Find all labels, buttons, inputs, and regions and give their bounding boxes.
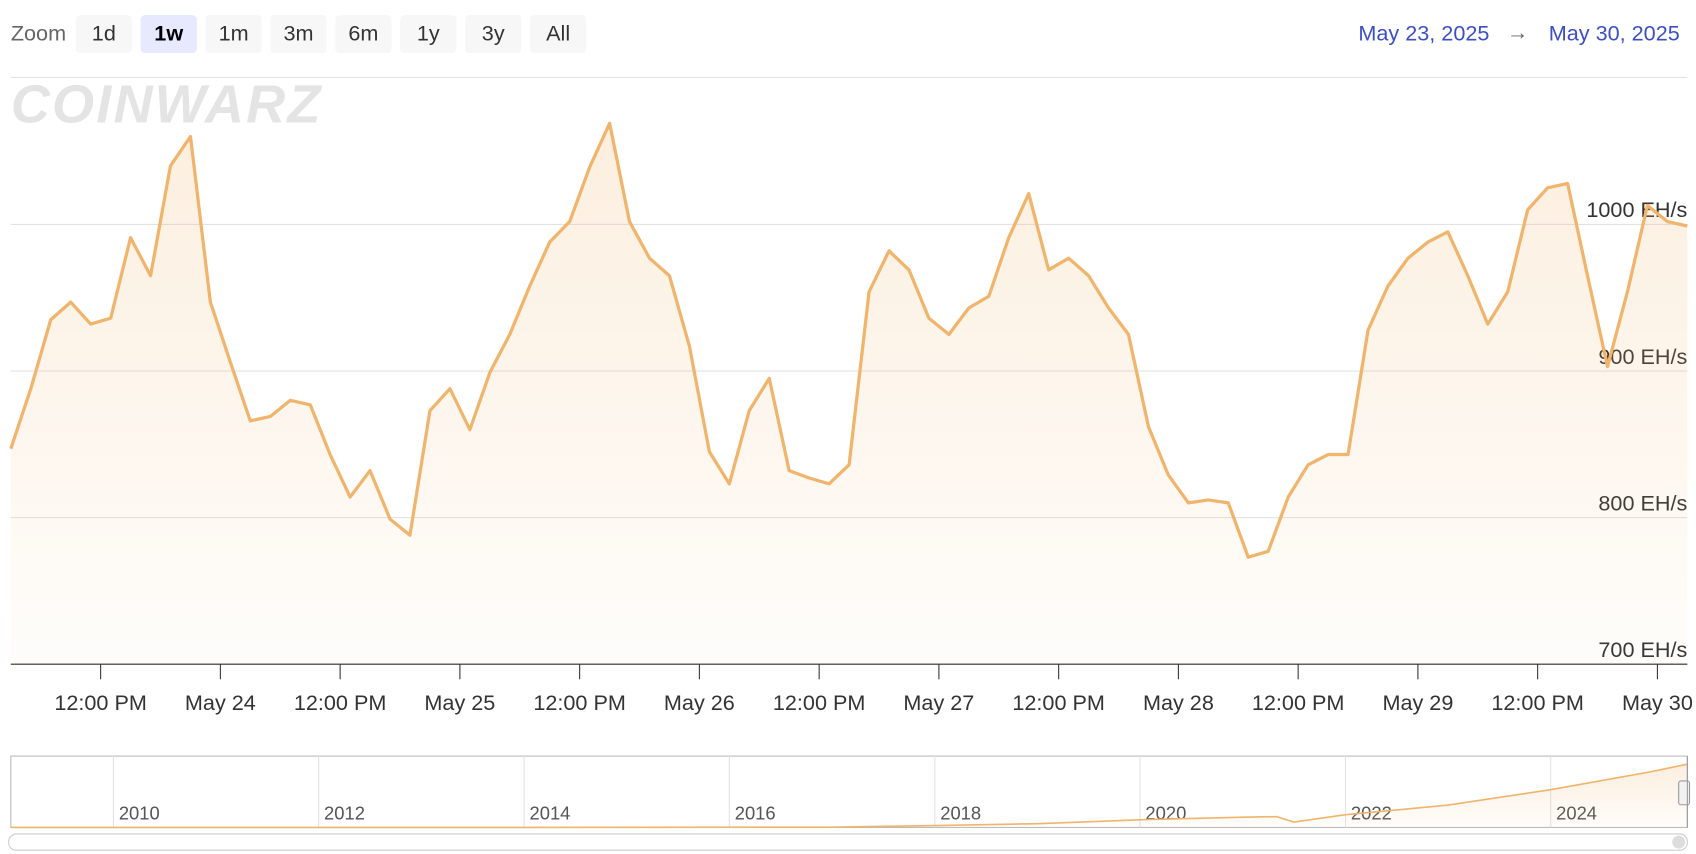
line: [10, 763, 1688, 829]
zoom-button[interactable]: [140, 15, 197, 54]
zoom-button-label[interactable]: 1w: [154, 20, 183, 45]
x-tick-label: May 26: [664, 690, 735, 715]
zoom-button[interactable]: [465, 15, 522, 54]
zoom-button[interactable]: [400, 15, 457, 54]
range-to[interactable]: May 30, 2025: [1549, 20, 1680, 45]
zoom-button[interactable]: [75, 15, 132, 54]
x-tick-label: 12:00 PM: [1012, 690, 1105, 715]
scrollbar[interactable]: [8, 833, 1688, 851]
range-arrow: →: [1507, 19, 1529, 44]
x-tick-label: 12:00 PM: [294, 690, 387, 715]
y-tick-label: 1000 EH/s: [1586, 197, 1687, 222]
zoom-button-label[interactable]: 3y: [482, 20, 505, 45]
zoom-button-label[interactable]: 6m: [348, 20, 378, 45]
x-tick-label: 2010: [119, 802, 160, 823]
x-tick-label: May 30: [1622, 690, 1693, 715]
zoom-label: Zoom: [11, 20, 66, 45]
scrollbar-thumb[interactable]: [1672, 835, 1686, 849]
x-tick-label: 2018: [940, 802, 981, 823]
zoom-button-label[interactable]: 1y: [417, 20, 440, 45]
watermark: CoinWarz: [11, 74, 323, 134]
zoom-button-label[interactable]: 3m: [284, 20, 314, 45]
x-tick-label: 12:00 PM: [1491, 690, 1584, 715]
x-tick-label: 12:00 PM: [773, 690, 866, 715]
x-tick-label: May 25: [424, 690, 495, 715]
x-tick-label: May 24: [185, 690, 256, 715]
x-tick-label: May 28: [1143, 690, 1214, 715]
zoom-button[interactable]: [530, 15, 587, 54]
zoom-button-label[interactable]: All: [546, 20, 570, 45]
x-tick-label: 12:00 PM: [54, 690, 147, 715]
zoom-button-label[interactable]: 1m: [219, 20, 249, 45]
x-tick-label: May 29: [1382, 690, 1453, 715]
x-tick-label: 12:00 PM: [1252, 690, 1345, 715]
zoom-button[interactable]: [270, 15, 327, 54]
zoom-button[interactable]: [205, 15, 262, 54]
x-tick-label: 12:00 PM: [533, 690, 626, 715]
zoom-button[interactable]: [335, 15, 392, 54]
line: [9, 121, 1688, 559]
x-tick-label: 2012: [324, 802, 365, 823]
area: [10, 123, 1688, 665]
x-tick-label: 2016: [735, 802, 776, 823]
range-from[interactable]: May 23, 2025: [1358, 20, 1489, 45]
area: [10, 764, 1688, 828]
x-tick-label: May 27: [903, 690, 974, 715]
x-tick-label: 2014: [530, 802, 571, 823]
zoom-button-label[interactable]: 1d: [92, 20, 116, 45]
